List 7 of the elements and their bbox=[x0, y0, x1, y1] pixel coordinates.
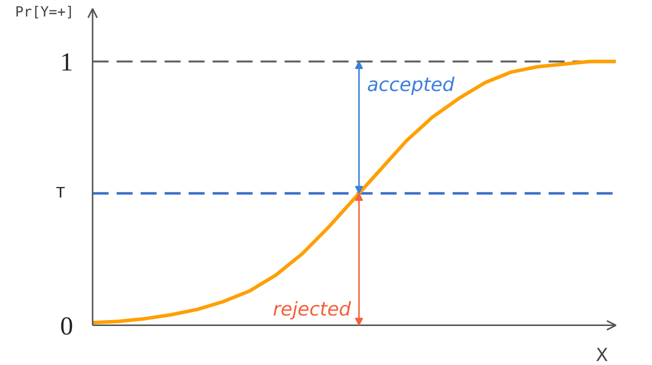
y-axis-title: Pr[Y=+] bbox=[15, 4, 74, 21]
annotation: accepted bbox=[366, 74, 456, 96]
annotation: rejected bbox=[272, 298, 352, 320]
ref-line-label: T bbox=[56, 184, 66, 202]
y-tick-label: 0 bbox=[60, 311, 74, 340]
y-tick-label: 1 bbox=[60, 47, 74, 76]
x-axis-title: X bbox=[596, 344, 608, 365]
